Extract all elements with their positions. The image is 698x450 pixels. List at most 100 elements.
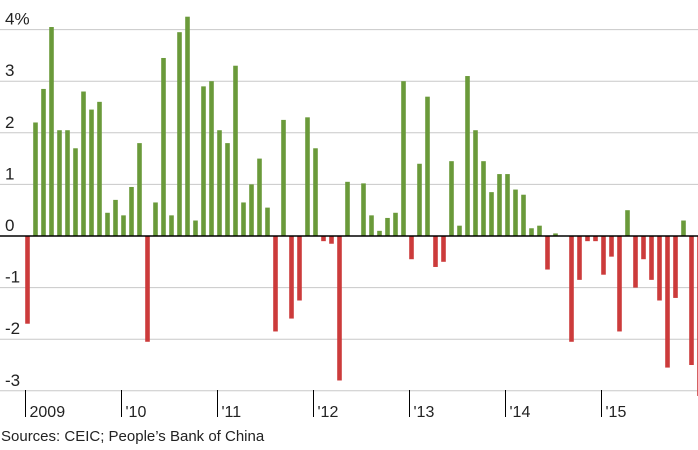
- bar: [433, 236, 438, 267]
- gridlines: [0, 29, 698, 392]
- bar: [497, 174, 502, 236]
- bar: [313, 148, 318, 236]
- bar: [185, 16, 190, 237]
- x-tick-label: '13: [414, 404, 435, 421]
- bar: [545, 236, 550, 270]
- bar: [585, 236, 590, 242]
- y-tick-label: -1: [5, 268, 20, 287]
- bar: [201, 86, 206, 236]
- bar: [81, 91, 86, 237]
- bar: [505, 174, 510, 236]
- bar: [377, 230, 382, 236]
- bar: [249, 184, 254, 236]
- bar: [129, 186, 134, 236]
- bar: [609, 236, 614, 257]
- bar: [329, 236, 334, 244]
- bar: [113, 199, 118, 236]
- x-tick-label: '14: [510, 404, 531, 421]
- bar: [417, 163, 422, 236]
- x-tick-label: '15: [606, 404, 627, 421]
- bar: [161, 57, 166, 237]
- bar: [465, 76, 470, 236]
- bar: [305, 117, 310, 236]
- bar: [553, 233, 558, 236]
- bar: [321, 236, 326, 242]
- bar: [633, 236, 638, 288]
- bar: [345, 181, 350, 236]
- x-axis: [0, 235, 698, 417]
- bar: [449, 161, 454, 236]
- bar: [369, 215, 374, 236]
- x-tick-label: 2009: [30, 404, 66, 421]
- bar: [513, 189, 518, 236]
- bar: [257, 158, 262, 236]
- bar: [441, 236, 446, 262]
- bar: [33, 122, 38, 236]
- bar: [57, 130, 62, 236]
- bar: [569, 236, 574, 342]
- bar: [41, 88, 46, 236]
- bar: [25, 236, 30, 324]
- y-tick-label: 3: [5, 61, 14, 80]
- bar: [425, 96, 430, 237]
- bar: [217, 130, 222, 236]
- bar: [681, 220, 686, 236]
- bar: [145, 236, 150, 342]
- bar: [153, 202, 158, 236]
- bar: [297, 236, 302, 301]
- bar: [361, 183, 366, 236]
- bar: [193, 220, 198, 236]
- bar: [73, 148, 78, 236]
- bar: [657, 236, 662, 301]
- bar: [385, 217, 390, 236]
- bar: [665, 236, 670, 368]
- bar: [65, 130, 70, 236]
- x-tick-label: '12: [318, 404, 339, 421]
- bar: [521, 194, 526, 236]
- bar: [625, 210, 630, 236]
- bar: [169, 215, 174, 236]
- x-tick-label: '10: [126, 404, 147, 421]
- bar: [593, 236, 598, 242]
- bar: [105, 212, 110, 236]
- bar: [537, 225, 542, 236]
- y-tick-label: 1: [5, 164, 14, 183]
- bar: [49, 27, 54, 236]
- bar: [649, 236, 654, 280]
- y-tick-label: 0: [5, 216, 14, 235]
- bar: [601, 236, 606, 275]
- y-tick-label: -3: [5, 371, 20, 390]
- bar: [689, 236, 694, 365]
- bar: [265, 207, 270, 236]
- bar: [673, 236, 678, 298]
- bar: [577, 236, 582, 280]
- bar: [641, 236, 646, 260]
- bar: [97, 101, 102, 236]
- y-axis-labels: 4% 3 2 1 0 -1 -2 -3: [5, 10, 30, 390]
- y-tick-label: 4%: [5, 10, 30, 29]
- bar: [233, 65, 238, 236]
- bar: [89, 109, 94, 236]
- bar: [121, 215, 126, 236]
- bar: [617, 236, 622, 332]
- x-axis-labels: 2009 '10 '11 '12 '13 '14 '15: [30, 404, 627, 421]
- bar: [489, 192, 494, 236]
- bar: [177, 32, 182, 237]
- bar: [401, 81, 406, 236]
- bar: [137, 143, 142, 236]
- bar: [209, 81, 214, 236]
- bar: [289, 236, 294, 319]
- bar: [273, 236, 278, 332]
- bar: [225, 143, 230, 236]
- bar: [409, 236, 414, 260]
- bar: [457, 225, 462, 236]
- bar: [281, 119, 286, 236]
- bar: [529, 228, 534, 236]
- bar: [481, 161, 486, 236]
- bar: [241, 202, 246, 236]
- source-note: Sources: CEIC; People’s Bank of China: [1, 428, 265, 445]
- y-tick-label: -2: [5, 319, 20, 338]
- bar: [337, 236, 342, 381]
- x-tick-label: '11: [222, 404, 242, 421]
